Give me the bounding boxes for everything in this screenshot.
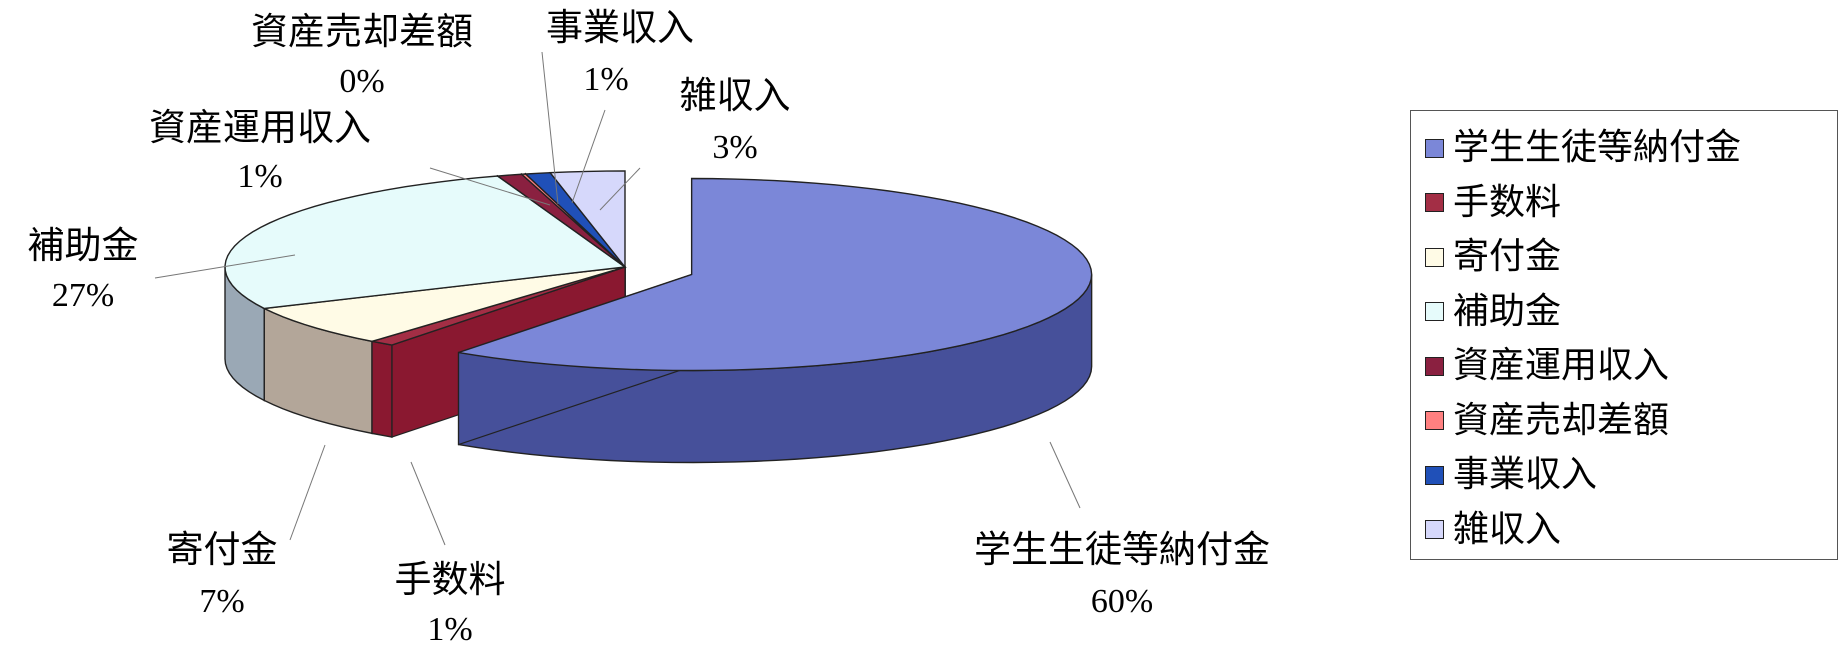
- leader-line-slice-1: [410, 461, 446, 546]
- pie-tops: [224, 170, 1093, 372]
- legend-label: 学生生徒等納付金: [1453, 127, 1742, 169]
- pie-top-slice-0: [458, 177, 1093, 372]
- slice-percent-label: 60%: [1091, 583, 1153, 620]
- slice-percent-label: 1%: [237, 158, 282, 195]
- slice-percent-label: 7%: [199, 583, 244, 620]
- legend-swatch: [1425, 356, 1444, 376]
- slice-name-label: 事業収入: [546, 6, 694, 49]
- slice-percent-label: 27%: [52, 277, 114, 314]
- slice-name-label: 寄付金: [167, 528, 278, 571]
- leader-line-slice-4: [429, 167, 551, 206]
- legend-item-asset-sale: 資産売却差額: [1425, 394, 1837, 449]
- legend-swatch: [1425, 193, 1444, 213]
- legend-item-donations: 寄付金: [1425, 230, 1837, 285]
- legend-swatch: [1425, 520, 1444, 540]
- leader-line-slice-0: [1049, 441, 1081, 509]
- leader-line-slice-7: [599, 167, 641, 211]
- slice-percent-label: 3%: [712, 129, 757, 166]
- legend-item-student-fees: 学生生徒等納付金: [1425, 121, 1837, 176]
- legend-item-asset-income: 資産運用収入: [1425, 339, 1837, 394]
- slice-name-label: 補助金: [28, 224, 139, 267]
- legend-item-misc-income: 雑収入: [1425, 503, 1837, 558]
- legend-label: 寄付金: [1453, 236, 1562, 278]
- slice-labels: 学生生徒等納付金 60% 手数料 1% 寄付金 7% 補助金 27% 資産運用収入 1% 資産売却差…: [28, 6, 1271, 648]
- pie-side-slice-1: [371, 340, 393, 438]
- legend-label: 資産運用収入: [1453, 345, 1670, 387]
- slice-name-label: 学生生徒等納付金: [974, 528, 1270, 571]
- slice-name-label: 雑収入: [680, 74, 791, 117]
- legend-label: 手数料: [1453, 181, 1562, 223]
- slice-percent-label: 1%: [427, 611, 472, 648]
- leader-line-slice-2: [289, 444, 326, 541]
- leader-lines: [154, 51, 1081, 546]
- legend-swatch: [1425, 302, 1444, 322]
- legend-item-subsidies: 補助金: [1425, 285, 1837, 340]
- pie-top-slice-3: [224, 175, 627, 310]
- slice-name-label: 資産運用収入: [149, 106, 371, 149]
- legend-label: 雑収入: [1453, 508, 1562, 550]
- slice-name-label: 手数料: [395, 558, 506, 601]
- legend-swatch: [1425, 465, 1444, 485]
- legend-label: 事業収入: [1453, 454, 1598, 496]
- slice-name-label: 資産売却差額: [251, 10, 473, 53]
- slice-percent-label: 1%: [583, 61, 628, 98]
- leader-line-slice-5: [541, 51, 559, 205]
- legend-label: 資産売却差額: [1453, 399, 1670, 441]
- pie-top-slice-7: [548, 170, 626, 270]
- legend-label: 補助金: [1453, 290, 1562, 332]
- legend-swatch: [1425, 247, 1444, 267]
- leader-line-slice-6: [571, 109, 606, 204]
- slice-percent-label: 0%: [339, 63, 384, 100]
- pie-top-slice-2: [261, 266, 626, 343]
- legend-swatch: [1425, 138, 1444, 158]
- legend-swatch: [1425, 411, 1444, 431]
- leader-line-slice-3: [154, 254, 296, 279]
- chart-legend: 学生生徒等納付金 手数料 寄付金 補助金 資産運用収入 資産売却差額 事業収入 …: [1410, 110, 1838, 560]
- legend-item-business-income: 事業収入: [1425, 448, 1837, 503]
- legend-item-fees: 手数料: [1425, 176, 1837, 231]
